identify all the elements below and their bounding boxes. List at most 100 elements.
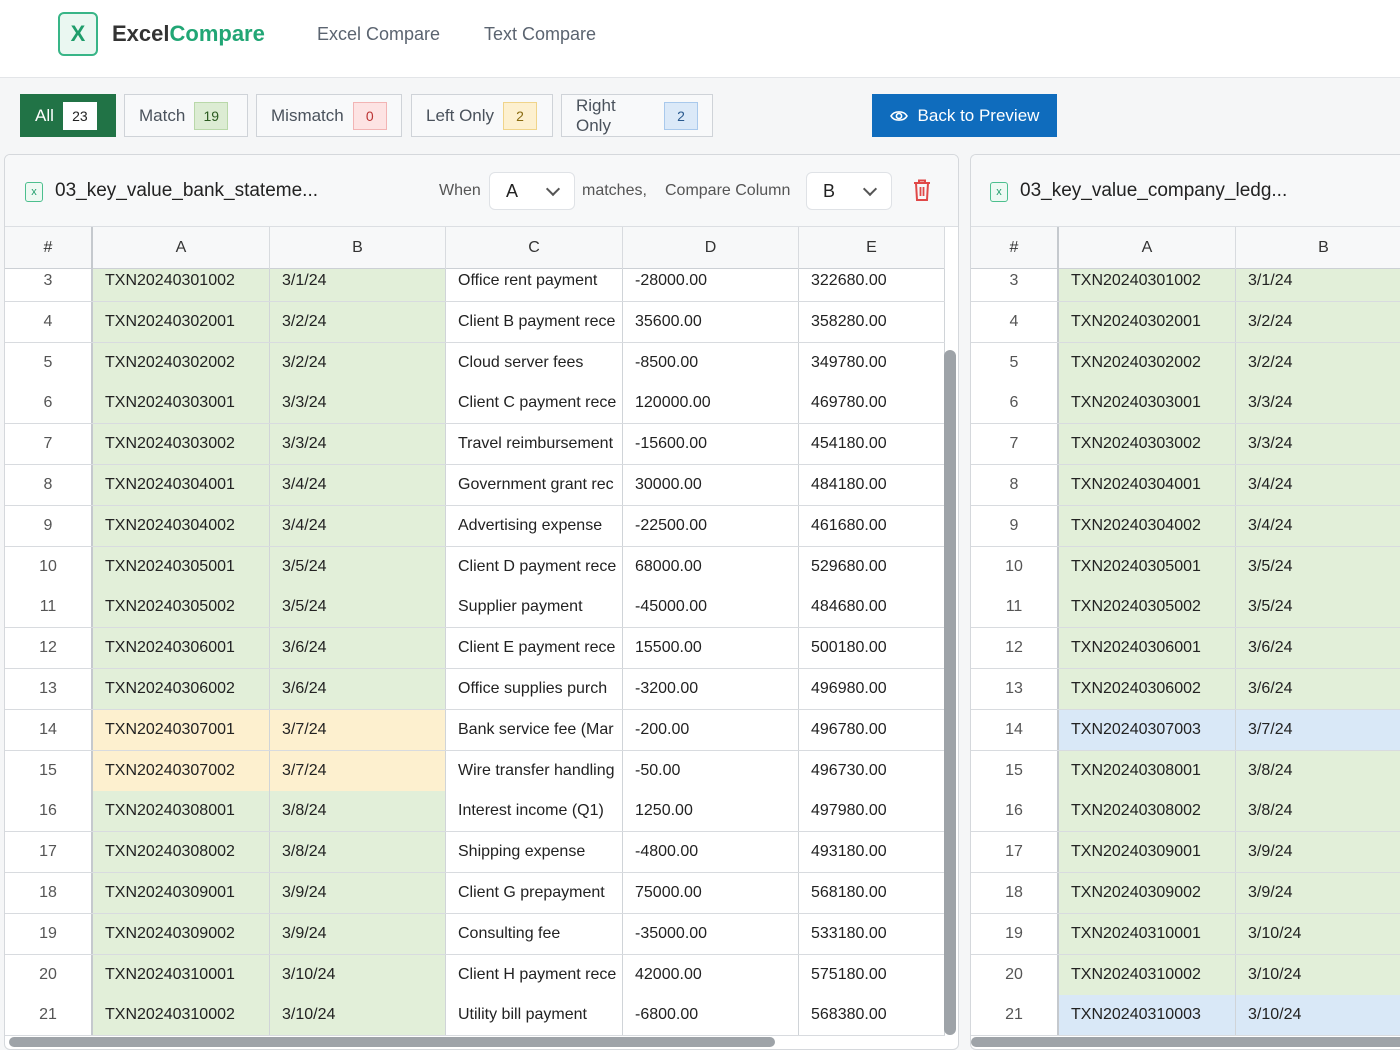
table-cell[interactable]: 496980.00 (799, 669, 945, 709)
table-row[interactable]: 3 TXN20240301002 3/1/24 (971, 269, 1400, 302)
table-cell[interactable]: TXN20240306001 (93, 628, 270, 669)
table-cell[interactable]: 3/6/24 (270, 669, 446, 709)
scrollbar-thumb[interactable] (971, 1037, 1400, 1047)
table-row[interactable]: 13 TXN20240306002 3/6/24 Office supplies pu… (5, 669, 945, 710)
table-cell[interactable]: -28000.00 (623, 269, 799, 301)
table-cell[interactable]: TXN20240302002 (1059, 342, 1236, 383)
table-cell[interactable]: 3/7/24 (270, 709, 446, 750)
table-cell[interactable]: TXN20240302001 (1059, 301, 1236, 342)
table-cell[interactable]: -35000.00 (623, 913, 799, 954)
table-cell[interactable]: TXN20240310002 (1059, 954, 1236, 995)
table-cell[interactable]: 3/4/24 (270, 505, 446, 546)
table-cell[interactable]: 3/2/24 (1236, 301, 1400, 342)
table-cell[interactable]: 68000.00 (623, 546, 799, 587)
table-cell[interactable]: 3/5/24 (1236, 546, 1400, 587)
table-cell[interactable]: TXN20240307001 (93, 709, 270, 750)
table-row[interactable]: 7 TXN20240303002 3/3/24 (971, 424, 1400, 466)
table-cell[interactable]: 575180.00 (799, 954, 945, 995)
table-cell[interactable]: TXN20240310001 (1059, 913, 1236, 954)
table-cell[interactable]: TXN20240304001 (93, 465, 270, 505)
table-row[interactable]: 4 TXN20240302001 3/2/24 Client B payment re… (5, 301, 945, 343)
excel-logo-icon[interactable]: X (58, 12, 98, 56)
table-cell[interactable]: 3/10/24 (270, 954, 446, 995)
brand-name[interactable]: ExcelCompare (112, 21, 265, 47)
table-cell[interactable]: 3/2/24 (270, 342, 446, 383)
right-rows[interactable]: 3 TXN20240301002 3/1/24 4 TXN20240302001 3/2/… (971, 269, 1400, 1049)
table-cell[interactable]: 3/1/24 (1236, 269, 1400, 301)
table-row[interactable]: 15 TXN20240307002 3/7/24 Wire transfer hand… (5, 750, 945, 792)
left-horizontal-scrollbar[interactable] (5, 1035, 958, 1049)
table-cell[interactable]: TXN20240302002 (93, 342, 270, 383)
table-cell[interactable]: 497980.00 (799, 791, 945, 832)
table-row[interactable]: 20 TXN20240310001 3/10/24 Client H payment … (5, 954, 945, 996)
table-cell[interactable]: 3/9/24 (1236, 832, 1400, 873)
table-cell[interactable]: 3/4/24 (1236, 505, 1400, 546)
table-cell[interactable]: 3/5/24 (270, 546, 446, 587)
filter-right-only-button[interactable]: Right Only 2 (561, 94, 713, 137)
table-row[interactable]: 17 TXN20240309001 3/9/24 (971, 832, 1400, 874)
table-cell[interactable]: TXN20240309002 (1059, 873, 1236, 913)
table-cell[interactable]: 42000.00 (623, 954, 799, 995)
trash-icon[interactable] (912, 178, 932, 202)
table-cell[interactable]: Office supplies purch (446, 669, 623, 709)
table-cell[interactable]: 35600.00 (623, 301, 799, 342)
table-cell[interactable]: 3/4/24 (270, 465, 446, 505)
table-cell[interactable]: Shipping expense (446, 832, 623, 873)
table-cell[interactable]: TXN20240305001 (1059, 546, 1236, 587)
table-cell[interactable]: 3/5/24 (1236, 587, 1400, 628)
table-cell[interactable]: 3/7/24 (270, 750, 446, 791)
filter-left-only-button[interactable]: Left Only 2 (411, 94, 553, 137)
table-row[interactable]: 10 TXN20240305001 3/5/24 (971, 546, 1400, 588)
table-row[interactable]: 9 TXN20240304002 3/4/24 Advertising expense… (5, 505, 945, 547)
table-row[interactable]: 21 TXN20240310002 3/10/24 Utility bill paym… (5, 995, 945, 1037)
table-row[interactable]: 3 TXN20240301002 3/1/24 Office rent payment… (5, 269, 945, 302)
table-cell[interactable]: 3/10/24 (1236, 954, 1400, 995)
left-vertical-scrollbar[interactable] (944, 269, 956, 1035)
table-row[interactable]: 6 TXN20240303001 3/3/24 Client C payment re… (5, 383, 945, 425)
table-cell[interactable]: 358280.00 (799, 301, 945, 342)
table-row[interactable]: 12 TXN20240306001 3/6/24 (971, 628, 1400, 670)
table-row[interactable]: 14 TXN20240307003 3/7/24 (971, 709, 1400, 751)
table-cell[interactable]: 3/4/24 (1236, 465, 1400, 505)
table-cell[interactable]: TXN20240305001 (93, 546, 270, 587)
table-cell[interactable]: 568180.00 (799, 873, 945, 913)
table-cell[interactable]: TXN20240309001 (1059, 832, 1236, 873)
table-row[interactable]: 17 TXN20240308002 3/8/24 Shipping expense -4… (5, 832, 945, 874)
table-cell[interactable]: -200.00 (623, 709, 799, 750)
column-header[interactable]: A (1059, 227, 1236, 269)
table-cell[interactable]: 3/2/24 (270, 301, 446, 342)
table-cell[interactable]: -3200.00 (623, 669, 799, 709)
table-cell[interactable]: 454180.00 (799, 424, 945, 465)
table-cell[interactable]: -4800.00 (623, 832, 799, 873)
table-cell[interactable]: TXN20240301002 (93, 269, 270, 301)
table-cell[interactable]: Advertising expense (446, 505, 623, 546)
table-cell[interactable]: Travel reimbursement (446, 424, 623, 465)
table-cell[interactable]: 3/9/24 (270, 873, 446, 913)
table-cell[interactable]: 30000.00 (623, 465, 799, 505)
table-cell[interactable]: 3/5/24 (270, 587, 446, 628)
table-row[interactable]: 6 TXN20240303001 3/3/24 (971, 383, 1400, 425)
table-cell[interactable]: 3/2/24 (1236, 342, 1400, 383)
table-cell[interactable]: TXN20240308001 (93, 791, 270, 832)
table-cell[interactable]: Interest income (Q1) (446, 791, 623, 832)
table-cell[interactable]: 484680.00 (799, 587, 945, 628)
when-column-select[interactable]: A (489, 172, 575, 210)
table-cell[interactable]: 3/10/24 (270, 995, 446, 1036)
table-cell[interactable]: Client C payment rece (446, 383, 623, 424)
table-cell[interactable]: 3/9/24 (1236, 873, 1400, 913)
table-cell[interactable]: TXN20240310002 (93, 995, 270, 1036)
table-cell[interactable]: 3/1/24 (270, 269, 446, 301)
table-cell[interactable]: 496730.00 (799, 750, 945, 791)
table-cell[interactable]: -6800.00 (623, 995, 799, 1036)
table-cell[interactable]: TXN20240310003 (1059, 995, 1236, 1036)
table-cell[interactable]: 484180.00 (799, 465, 945, 505)
table-cell[interactable]: TXN20240303002 (93, 424, 270, 465)
table-cell[interactable]: -50.00 (623, 750, 799, 791)
table-cell[interactable]: -22500.00 (623, 505, 799, 546)
table-cell[interactable]: TXN20240306001 (1059, 628, 1236, 669)
table-cell[interactable]: TXN20240309001 (93, 873, 270, 913)
table-cell[interactable]: TXN20240302001 (93, 301, 270, 342)
table-cell[interactable]: Client H payment rece (446, 954, 623, 995)
table-row[interactable]: 5 TXN20240302002 3/2/24 Cloud server fees -8… (5, 342, 945, 384)
nav-excel-compare[interactable]: Excel Compare (317, 24, 441, 44)
